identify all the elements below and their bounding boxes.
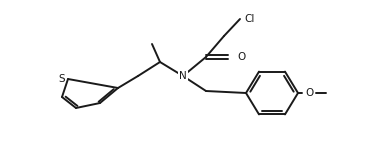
Text: S: S (59, 74, 65, 84)
Text: O: O (237, 52, 245, 62)
Text: Cl: Cl (244, 14, 254, 24)
Text: O: O (305, 88, 313, 98)
Text: N: N (179, 71, 187, 81)
